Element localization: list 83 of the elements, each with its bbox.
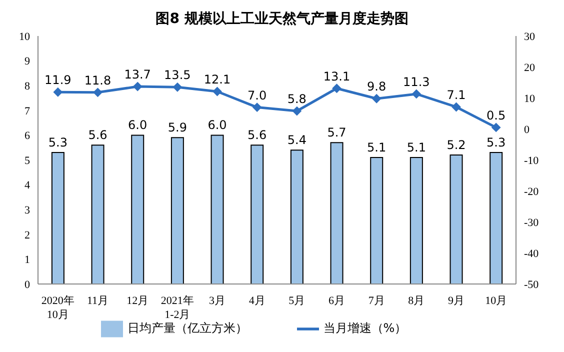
x-tick-label: 3月 bbox=[209, 295, 226, 307]
bar bbox=[490, 152, 503, 284]
data-label: 5.1 bbox=[367, 140, 386, 155]
chart-title: 图8 规模以上工业天然气产量月度走势图 bbox=[154, 10, 410, 29]
bar bbox=[131, 134, 144, 284]
point bbox=[412, 89, 421, 98]
data-label: 6.0 bbox=[128, 118, 148, 132]
point bbox=[332, 84, 342, 93]
data-label: 6.0 bbox=[208, 118, 227, 132]
data-label: 11.8 bbox=[84, 73, 112, 88]
x-tick-label: 2020年 10月 bbox=[41, 295, 74, 321]
y2-tick-label: -30 bbox=[524, 216, 540, 229]
bar bbox=[450, 154, 463, 284]
point bbox=[212, 86, 222, 96]
x-tick-label: 7月 bbox=[368, 295, 385, 307]
y-tick-label: 9 bbox=[24, 56, 30, 68]
y-tick-label: 10 bbox=[19, 30, 30, 43]
y-tick-label: 3 bbox=[24, 204, 30, 217]
y-tick-label: 1 bbox=[24, 254, 30, 266]
data-label: 11.3 bbox=[403, 74, 430, 89]
point bbox=[172, 82, 182, 92]
data-label: 13.7 bbox=[124, 68, 151, 82]
data-label: 0.5 bbox=[486, 108, 506, 122]
y-tick-label: 2 bbox=[24, 229, 30, 242]
x-tick-label: 4月 bbox=[248, 295, 266, 307]
data-label: 13.5 bbox=[164, 68, 191, 82]
data-label: 5.3 bbox=[48, 136, 68, 150]
x-tick-label: 6月 bbox=[328, 295, 345, 307]
point bbox=[492, 122, 501, 132]
data-label: 5.7 bbox=[327, 126, 346, 140]
data-label: 5.1 bbox=[406, 140, 426, 155]
bar bbox=[290, 150, 304, 284]
y2-tick-label: -40 bbox=[524, 248, 540, 260]
x-tick-label: 10月 bbox=[485, 295, 508, 307]
x-tick-label: 2021年 1-2月 bbox=[160, 295, 194, 321]
point bbox=[53, 88, 62, 97]
data-label: 5.9 bbox=[168, 120, 187, 135]
y-tick-label: 7 bbox=[24, 105, 30, 118]
y2-tick-label: -50 bbox=[524, 278, 540, 291]
y2-tick-label: 0 bbox=[524, 124, 530, 136]
y-tick-label: 0 bbox=[24, 278, 30, 291]
bar bbox=[91, 144, 104, 284]
data-label: 5.2 bbox=[446, 138, 466, 152]
x-tick-label: 5月 bbox=[288, 295, 306, 307]
data-label: 11.9 bbox=[44, 73, 72, 88]
bar bbox=[250, 144, 264, 284]
data-label: 13.1 bbox=[323, 69, 350, 84]
point bbox=[452, 102, 461, 112]
y2-tick-label: 20 bbox=[524, 62, 536, 74]
bar bbox=[370, 157, 384, 284]
bar bbox=[51, 152, 64, 284]
data-label: 5.3 bbox=[486, 136, 506, 150]
data-label: 12.1 bbox=[204, 72, 231, 86]
data-label: 9.8 bbox=[367, 80, 386, 94]
y-tick-label: 6 bbox=[24, 130, 30, 142]
data-label: 7.1 bbox=[446, 88, 466, 102]
point bbox=[292, 106, 302, 116]
y-tick-label: 8 bbox=[24, 80, 30, 93]
point bbox=[372, 94, 382, 104]
y2-tick-label: -20 bbox=[524, 186, 540, 198]
bar bbox=[330, 142, 344, 284]
data-label: 5.6 bbox=[248, 128, 267, 142]
x-tick-label: 11月 bbox=[86, 295, 109, 307]
legend-label: 当月增速（%） bbox=[323, 321, 407, 336]
point bbox=[93, 88, 102, 97]
y2-tick-label: 10 bbox=[524, 92, 536, 105]
data-label: 7.0 bbox=[248, 88, 267, 102]
y-tick-label: 4 bbox=[24, 180, 30, 192]
bar bbox=[170, 137, 184, 284]
bar bbox=[210, 134, 224, 284]
point bbox=[133, 82, 142, 92]
bar bbox=[410, 157, 423, 284]
data-label: 5.4 bbox=[287, 133, 306, 148]
legend-label: 日均产量（亿立方米） bbox=[127, 321, 248, 336]
x-tick-label: 12月 bbox=[126, 295, 149, 307]
y2-tick-label: -10 bbox=[524, 154, 540, 167]
point bbox=[252, 102, 262, 112]
x-tick-label: 9月 bbox=[448, 295, 464, 307]
x-tick-label: 8月 bbox=[408, 295, 425, 307]
y2-tick-label: 30 bbox=[524, 30, 536, 43]
data-label: 5.6 bbox=[88, 128, 108, 142]
y-tick-label: 5 bbox=[24, 154, 30, 167]
data-label: 5.8 bbox=[287, 92, 306, 106]
